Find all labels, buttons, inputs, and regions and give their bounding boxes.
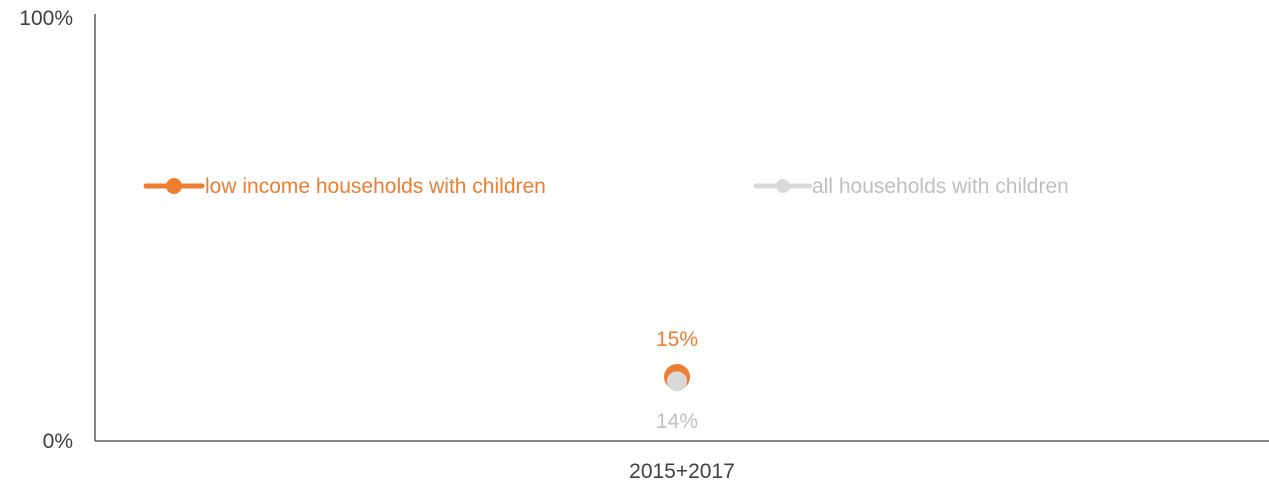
legend-label-low-income: low income households with children: [205, 175, 546, 198]
legend: low income households with children all …: [143, 175, 1069, 198]
data-label-series-2: 14%: [656, 410, 698, 433]
plot-area: 15% 14%: [656, 328, 698, 433]
x-tick-label: 2015+2017: [629, 460, 735, 483]
data-label-series-1: 15%: [656, 328, 698, 351]
data-point-series-2: [667, 371, 687, 392]
legend-label-all-households: all households with children: [812, 175, 1069, 198]
y-tick-label-min: 0%: [43, 430, 73, 453]
legend-marker-low-income: [166, 178, 182, 194]
y-tick-label-max: 100%: [19, 7, 73, 30]
legend-item-all-households: all households with children: [753, 175, 1069, 198]
legend-item-low-income: low income households with children: [143, 175, 546, 198]
legend-marker-all-households: [776, 179, 790, 193]
